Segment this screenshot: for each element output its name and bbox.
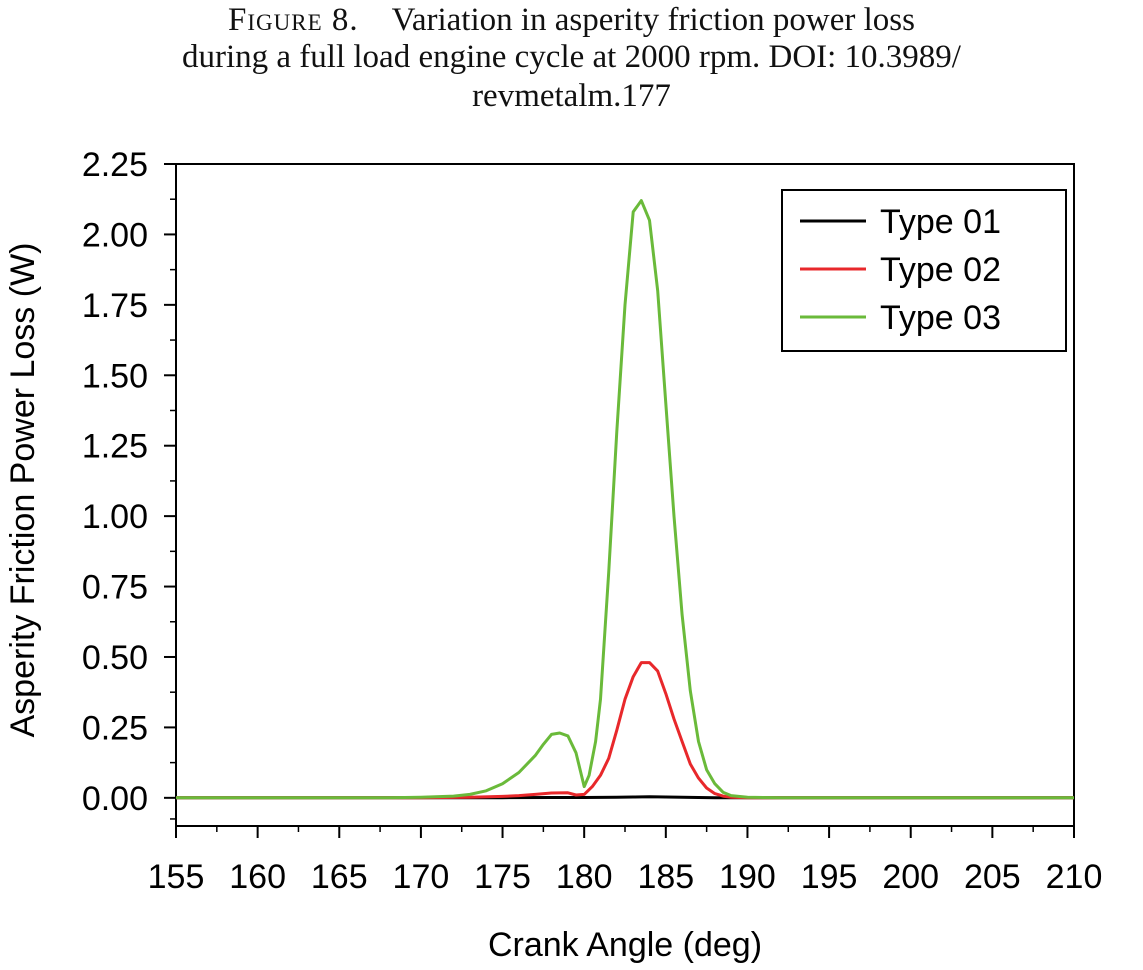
y-tick-label: 1.25 (82, 428, 148, 466)
caption-line-2: during a full load engine cycle at 2000 … (182, 39, 961, 75)
x-tick-label: 210 (1046, 858, 1103, 896)
x-tick-label: 185 (637, 858, 694, 896)
x-axis-ticks: 155 160 165 170 175 180 185 190 195 200 205 210 (148, 826, 1103, 896)
legend: Type 01 Type 02 Type 03 (781, 189, 1067, 352)
x-tick-label: 190 (719, 858, 776, 896)
y-tick-label: 0.50 (82, 639, 148, 677)
x-tick-label: 205 (964, 858, 1021, 896)
x-tick-label: 195 (801, 858, 858, 896)
caption-line-3: revmetalm.177 (472, 78, 671, 114)
x-tick-label: 165 (311, 858, 368, 896)
caption-text-1: Variation in asperity friction power los… (391, 2, 915, 38)
x-axis-label: Crank Angle (deg) (488, 926, 762, 964)
y-axis-label: Asperity Friction Power Loss (W) (4, 243, 42, 738)
x-tick-label: 175 (474, 858, 531, 896)
y-tick-label: 1.50 (82, 357, 148, 395)
y-tick-label: 1.75 (82, 287, 148, 325)
x-tick-label: 170 (393, 858, 450, 896)
legend-label-type-01: Type 01 (880, 203, 1001, 241)
x-tick-label: 155 (148, 858, 205, 896)
y-tick-label: 0.00 (82, 780, 148, 818)
legend-label-type-02: Type 02 (880, 251, 1001, 289)
y-tick-label: 2.00 (82, 216, 148, 254)
y-tick-label: 0.25 (82, 709, 148, 747)
x-tick-label: 200 (882, 858, 939, 896)
x-tick-label: 160 (229, 858, 286, 896)
series-lines (176, 199, 1074, 800)
y-tick-label: 2.25 (82, 146, 148, 184)
series-line-type-02 (176, 661, 1074, 800)
x-tick-label: 180 (556, 858, 613, 896)
series-line-type-03 (176, 199, 1074, 800)
y-tick-label: 1.00 (82, 498, 148, 536)
caption-line-1: Figure 8. Variation in asperity friction… (0, 2, 1143, 38)
figure-label: Figure 8. (228, 2, 359, 38)
y-axis-ticks: 0.00 0.25 0.50 0.75 1.00 1.25 1.50 1.75 2.00 2.25 (82, 146, 176, 820)
legend-items: Type 01 Type 02 Type 03 (800, 203, 1001, 337)
y-tick-label: 0.75 (82, 569, 148, 607)
legend-label-type-03: Type 03 (880, 299, 1001, 337)
